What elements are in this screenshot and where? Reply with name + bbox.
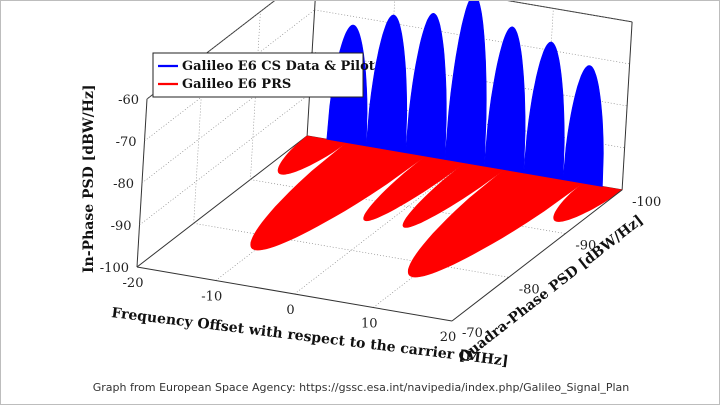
grid-y-floor--80	[193, 223, 509, 278]
cs-lobe-2	[405, 12, 447, 160]
grid-y-floor--90	[250, 179, 566, 234]
legend-box	[152, 52, 364, 98]
cs-lobe-6	[562, 65, 604, 187]
y-tick-labels: -70 -80 -90 -100	[462, 195, 661, 341]
x-tick-2: 0	[286, 303, 294, 318]
legend-entry-prs: Galileo E6 PRS	[182, 77, 291, 92]
source-caption: Graph from European Space Agency: https:…	[92, 381, 630, 394]
box-edge-3	[621, 21, 633, 190]
legend-entry-cs: Galileo E6 CS Data & Pilot	[182, 59, 375, 74]
cs-lobe-3	[444, 1, 487, 167]
grid-y-left--80	[193, 55, 204, 224]
box-edge-2	[306, 1, 316, 136]
prs-lobe-5	[553, 182, 623, 222]
x-tick-1: -10	[201, 290, 222, 305]
legend: Galileo E6 CS Data & Pilot Galileo E6 PR…	[152, 52, 375, 98]
z-tick-1: -70	[116, 135, 137, 150]
cs-lobe-4	[483, 26, 526, 174]
box-edge-4	[507, 1, 633, 23]
front-edges	[136, 189, 623, 322]
z-tick-2: -80	[113, 177, 134, 192]
prs-lobe-2	[363, 155, 466, 222]
y-tick-1: -80	[519, 282, 540, 297]
z-tick-labels: -60 -70 -80 -90 -100	[100, 93, 139, 276]
y-tick-0: -70	[462, 326, 483, 341]
cs-lobe-1	[365, 14, 408, 154]
z-axis-label: In-Phase PSD [dBW/Hz]	[81, 84, 97, 273]
prs-lobe-3	[402, 162, 505, 228]
prs-lobe-1	[250, 142, 426, 251]
y-tick-2: -90	[575, 239, 596, 254]
z-tick-4: -100	[100, 261, 129, 276]
x-tick-4: 20	[440, 330, 457, 345]
z-tick-3: -90	[111, 219, 132, 234]
x-tick-labels: -20 -10 0 10 20	[123, 276, 457, 345]
x-tick-0: -20	[123, 276, 144, 291]
cs-lobe-5	[523, 41, 565, 181]
front-edge-1	[451, 189, 623, 322]
prs-lobe-0	[277, 135, 348, 175]
front-edge-0	[136, 266, 453, 322]
z-tick-0: -60	[118, 93, 139, 108]
x-tick-3: 10	[361, 317, 378, 332]
box-edge-0	[136, 135, 308, 268]
prs-lobe-4	[407, 169, 584, 278]
prs-series	[250, 135, 623, 278]
y-tick-3: -100	[632, 195, 661, 210]
